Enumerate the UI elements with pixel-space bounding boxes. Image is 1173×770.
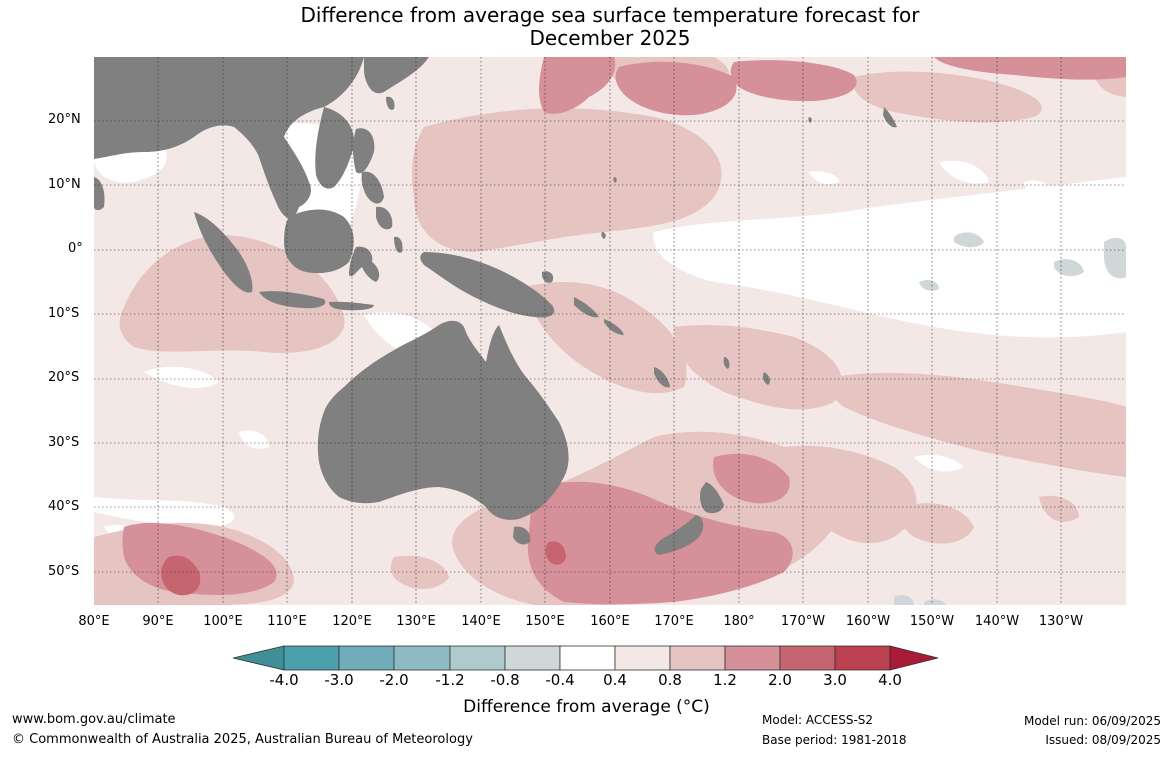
colorbar-bin-2 — [338, 645, 395, 671]
colorbar-tick: -2.0 — [379, 671, 409, 689]
colorbar-bin-1 — [283, 645, 340, 671]
base-period: Base period: 1981-2018 — [762, 733, 907, 747]
land-masses — [94, 57, 897, 555]
copyright-text: © Commonwealth of Australia 2025, Austra… — [12, 732, 473, 747]
very-strong-warm-regions — [161, 541, 566, 596]
colorbar-tick: 0.8 — [658, 671, 682, 689]
colorbar-bin-9 — [724, 645, 781, 671]
lat-label-10n: 10°N — [48, 177, 81, 192]
lon-label-130e: 130°E — [396, 614, 436, 629]
lat-label-50s: 50°S — [48, 564, 80, 579]
lat-label-20s: 20°S — [48, 370, 80, 385]
colorbar-title: Difference from average (°C) — [463, 697, 710, 717]
model-name: Model: ACCESS-S2 — [762, 713, 874, 727]
lon-label-90e: 90°E — [142, 614, 174, 629]
title-line-2: December 2025 — [529, 26, 691, 50]
cool-regions — [894, 232, 1126, 605]
colorbar-tick: 3.0 — [823, 671, 847, 689]
graticule — [94, 57, 1126, 605]
colorbar-tick: -4.0 — [269, 671, 299, 689]
lon-label-160e: 160°E — [590, 614, 630, 629]
colorbar-tick: 4.0 — [878, 671, 902, 689]
colorbar-tick: -0.4 — [545, 671, 575, 689]
lon-label-170w: 170°W — [780, 614, 826, 629]
colorbar-bin-11 — [834, 645, 891, 671]
colorbar-tick: -1.2 — [435, 671, 465, 689]
colorbar-bin-6 — [559, 645, 616, 671]
lon-label-150e: 150°E — [525, 614, 565, 629]
lon-label-180: 180° — [723, 614, 755, 629]
model-run-date: Model run: 06/09/2025 — [1023, 714, 1161, 728]
lat-label-equator: 0° — [68, 241, 83, 256]
lon-label-170e: 170°E — [654, 614, 694, 629]
colorbar-bin-10 — [779, 645, 836, 671]
lon-label-140w: 140°W — [974, 614, 1020, 629]
lon-label-100e: 100°E — [203, 614, 243, 629]
lat-label-40s: 40°S — [48, 499, 80, 514]
lon-label-110e: 110°E — [267, 614, 307, 629]
lon-label-130w: 130°W — [1038, 614, 1084, 629]
lon-label-120e: 120°E — [332, 614, 372, 629]
lon-label-160w: 160°W — [845, 614, 891, 629]
lon-label-80e: 80°E — [78, 614, 110, 629]
sst-anomaly-map — [94, 57, 1126, 605]
colorbar-tick: -3.0 — [324, 671, 354, 689]
colorbar-tick: 0.4 — [603, 671, 627, 689]
lat-label-30s: 30°S — [48, 435, 80, 450]
colorbar-tick: 1.2 — [713, 671, 737, 689]
lat-label-10s: 10°S — [48, 306, 80, 321]
colorbar-bin-5 — [504, 645, 561, 671]
colorbar-arrow-high — [889, 645, 939, 671]
website-link[interactable]: www.bom.gov.au/climate — [12, 712, 176, 727]
colorbar-tick: -0.8 — [490, 671, 520, 689]
colorbar-bin-4 — [449, 645, 506, 671]
lat-label-20n: 20°N — [48, 112, 81, 127]
title-line-1: Difference from average sea surface temp… — [300, 3, 920, 27]
colorbar-bin-3 — [393, 645, 451, 671]
issued-date: Issued: 08/09/2025 — [1045, 733, 1161, 747]
lon-label-150w: 150°W — [909, 614, 955, 629]
colorbar-tick: 2.0 — [768, 671, 792, 689]
colorbar-bin-7 — [614, 645, 671, 671]
colorbar-arrow-low — [233, 645, 285, 671]
colorbar-bin-8 — [669, 645, 726, 671]
colorbar — [233, 645, 939, 671]
lon-label-140e: 140°E — [461, 614, 501, 629]
chart-title: Difference from average sea surface temp… — [94, 4, 1126, 50]
